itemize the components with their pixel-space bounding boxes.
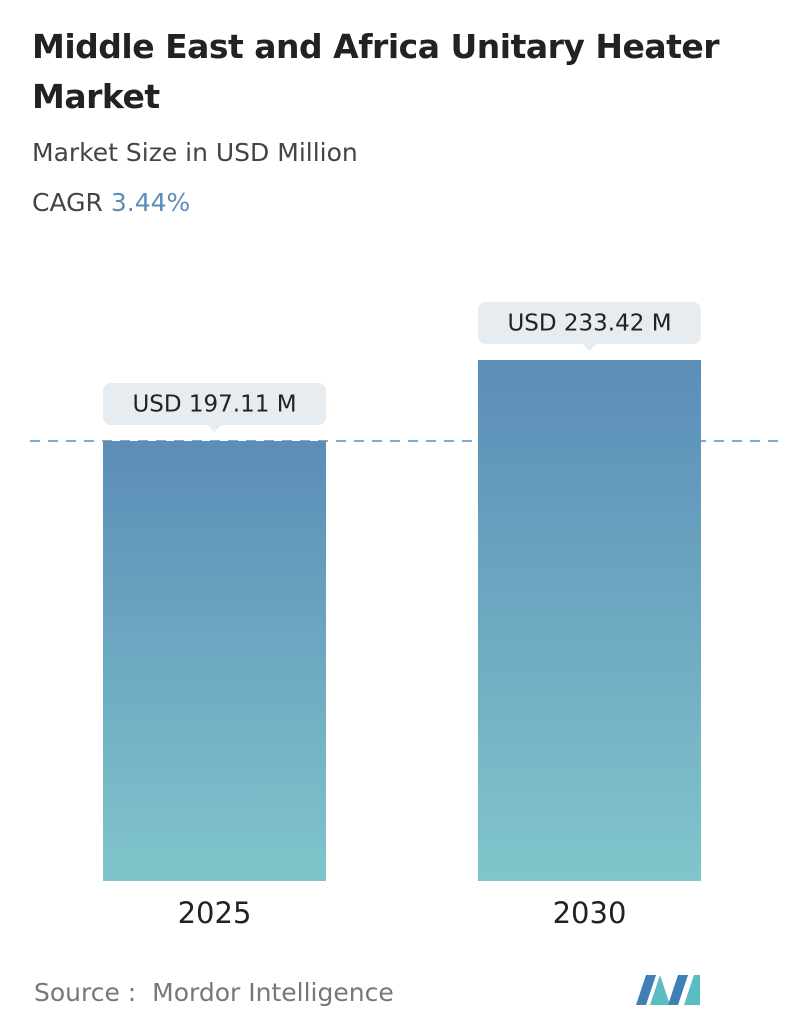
value-label: USD 233.42 M xyxy=(507,311,671,337)
source-name: Mordor Intelligence xyxy=(152,978,394,1007)
source: Source : Mordor Intelligence xyxy=(34,978,394,1007)
bar xyxy=(103,441,326,881)
cagr: CAGR 3.44% xyxy=(32,188,190,217)
chart-subtitle: Market Size in USD Million xyxy=(32,138,358,167)
label-pointer xyxy=(581,343,598,351)
cagr-label: CAGR xyxy=(32,188,103,217)
label-box xyxy=(103,383,326,426)
label-box xyxy=(478,302,701,344)
source-label: Source : xyxy=(34,978,137,1007)
value-label: USD 197.11 M xyxy=(132,392,296,418)
x-tick-label: 2030 xyxy=(553,896,627,930)
chart-title: Middle East and Africa Unitary Heater Ma… xyxy=(32,27,720,116)
bar xyxy=(478,360,701,881)
x-tick-label: 2025 xyxy=(178,896,252,930)
label-pointer xyxy=(206,424,223,433)
logo xyxy=(636,975,700,1005)
cagr-value: 3.44% xyxy=(110,188,191,217)
